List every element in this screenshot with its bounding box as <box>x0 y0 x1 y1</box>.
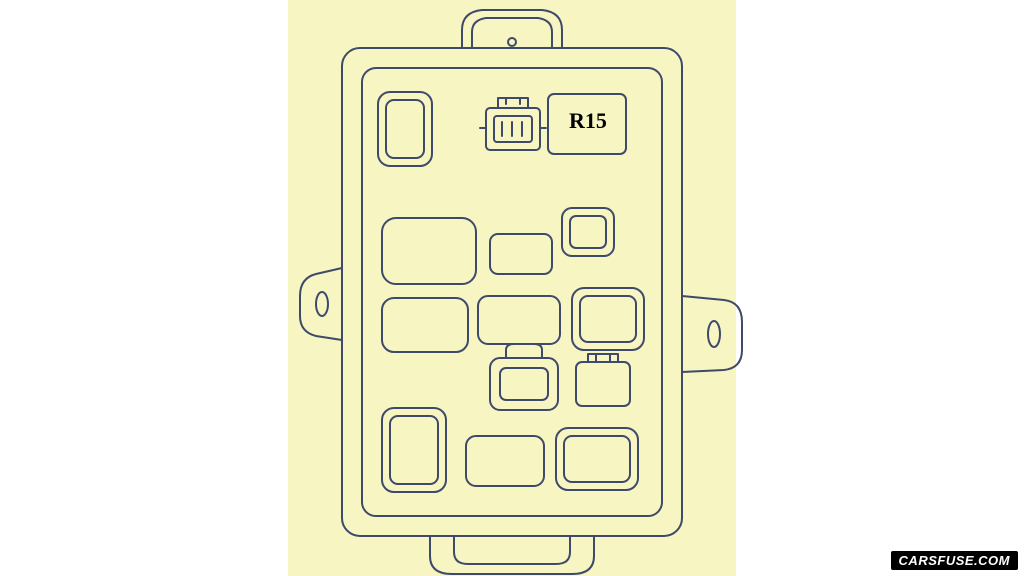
r15-label: R15 <box>555 108 621 134</box>
fuse-box-diagram <box>0 0 1024 576</box>
watermark: CARSFUSE.COM <box>891 551 1018 570</box>
connector-icon <box>480 98 546 150</box>
